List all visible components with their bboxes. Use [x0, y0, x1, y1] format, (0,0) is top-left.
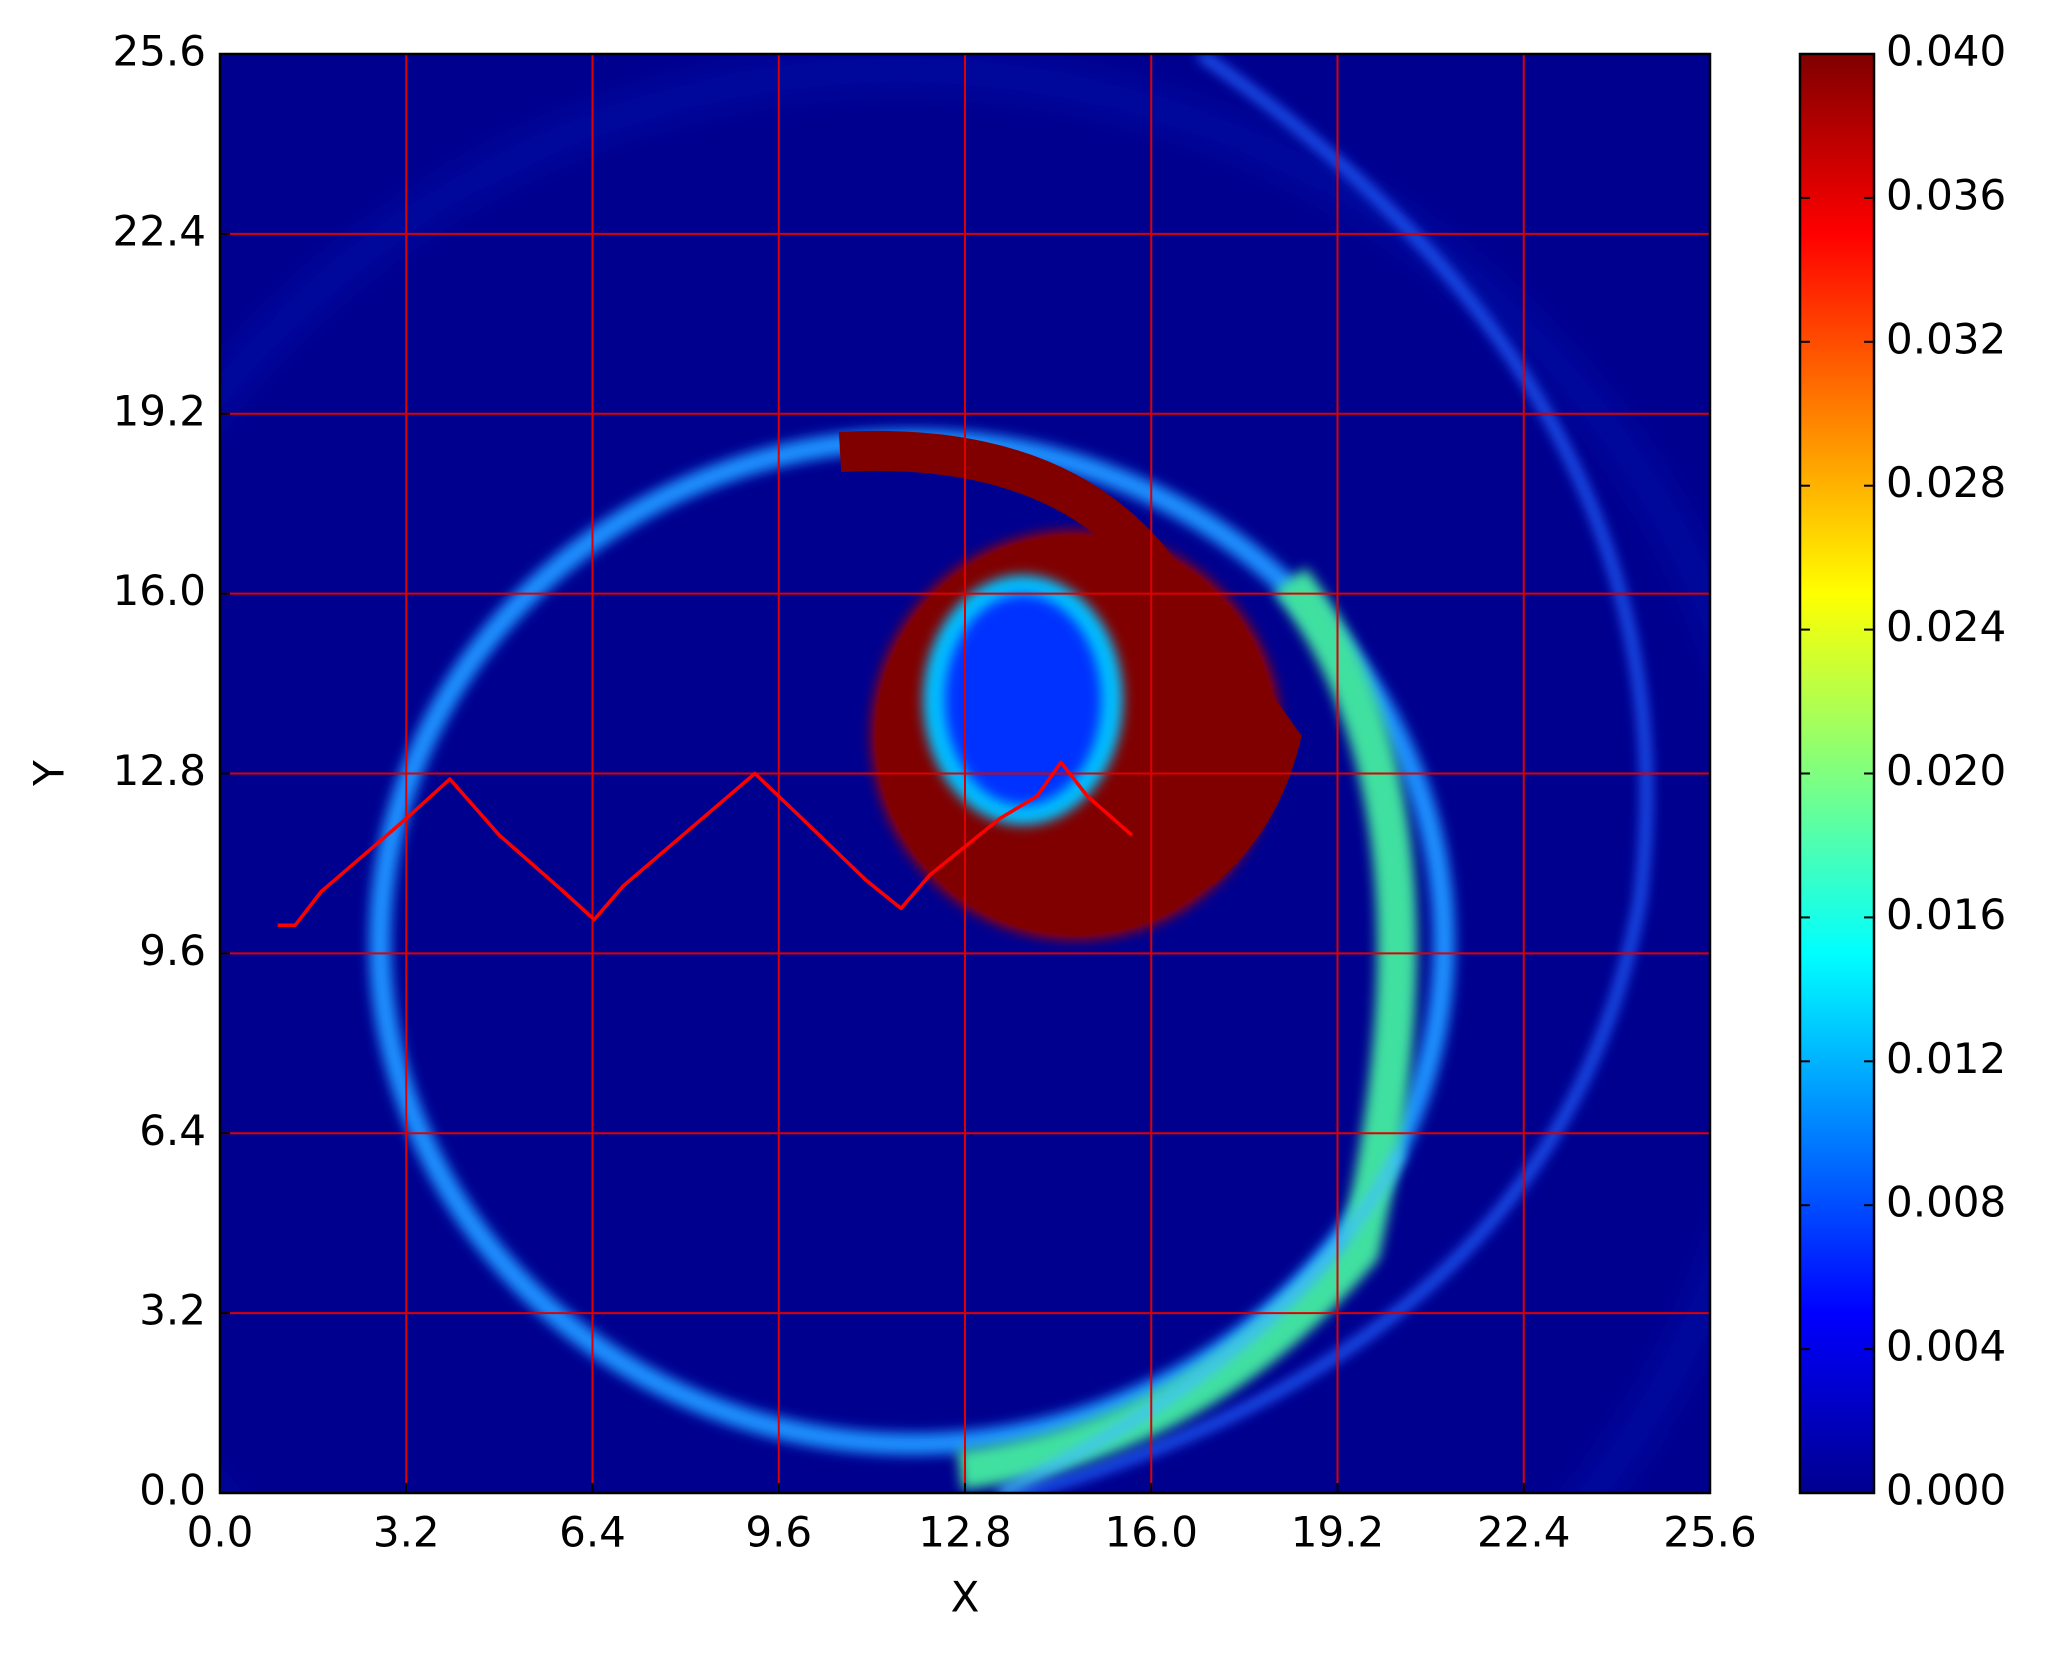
colorbar-tick-label: 0.012	[1886, 1034, 2006, 1083]
colorbar-tick-label: 0.032	[1886, 314, 2006, 363]
x-tick-label: 0.0	[187, 1508, 254, 1557]
colorbar-tick-label: 0.036	[1886, 170, 2006, 219]
y-tick-label: 6.4	[139, 1106, 206, 1155]
x-tick-label: 25.6	[1663, 1508, 1757, 1557]
trajectory-line	[277, 760, 1134, 928]
colorbar-tick-label: 0.040	[1886, 27, 2006, 76]
x-tick-label: 6.4	[559, 1508, 626, 1557]
x-tick-label: 22.4	[1477, 1508, 1571, 1557]
y-tick-label: 12.8	[112, 746, 206, 795]
colorbar	[1798, 52, 1876, 1495]
colorbar-tick-label: 0.000	[1886, 1466, 2006, 1515]
colorbar-tick-label: 0.016	[1886, 890, 2006, 939]
x-tick-label: 12.8	[918, 1508, 1012, 1557]
y-tick-label: 19.2	[112, 386, 206, 435]
x-tick-label: 16.0	[1104, 1508, 1198, 1557]
x-tick-label: 19.2	[1291, 1508, 1385, 1557]
colorbar-tick-label: 0.024	[1886, 602, 2006, 651]
y-tick-label: 3.2	[139, 1286, 206, 1335]
y-tick-label: 22.4	[112, 206, 206, 255]
x-tick-label: 9.6	[745, 1508, 812, 1557]
wave-arc	[997, 1147, 1405, 1493]
colorbar-tick-label: 0.008	[1886, 1178, 2006, 1227]
core-hole	[945, 595, 1101, 805]
x-axis-label: X	[951, 1573, 980, 1622]
y-tick-label: 0.0	[139, 1466, 206, 1515]
x-tick-label: 3.2	[373, 1508, 440, 1557]
colorbar-tick-label: 0.004	[1886, 1322, 2006, 1371]
y-tick-label: 25.6	[112, 27, 206, 76]
y-tick-label: 16.0	[112, 566, 206, 615]
colorbar-tick-label: 0.020	[1886, 746, 2006, 795]
y-axis-label: Y	[25, 760, 74, 787]
outer-arc	[1006, 54, 1652, 1493]
y-tick-label: 9.6	[139, 926, 206, 975]
outer-ring	[220, 63, 1710, 1493]
heatmap	[220, 54, 1710, 1493]
colorbar-tick-label: 0.028	[1886, 458, 2006, 507]
